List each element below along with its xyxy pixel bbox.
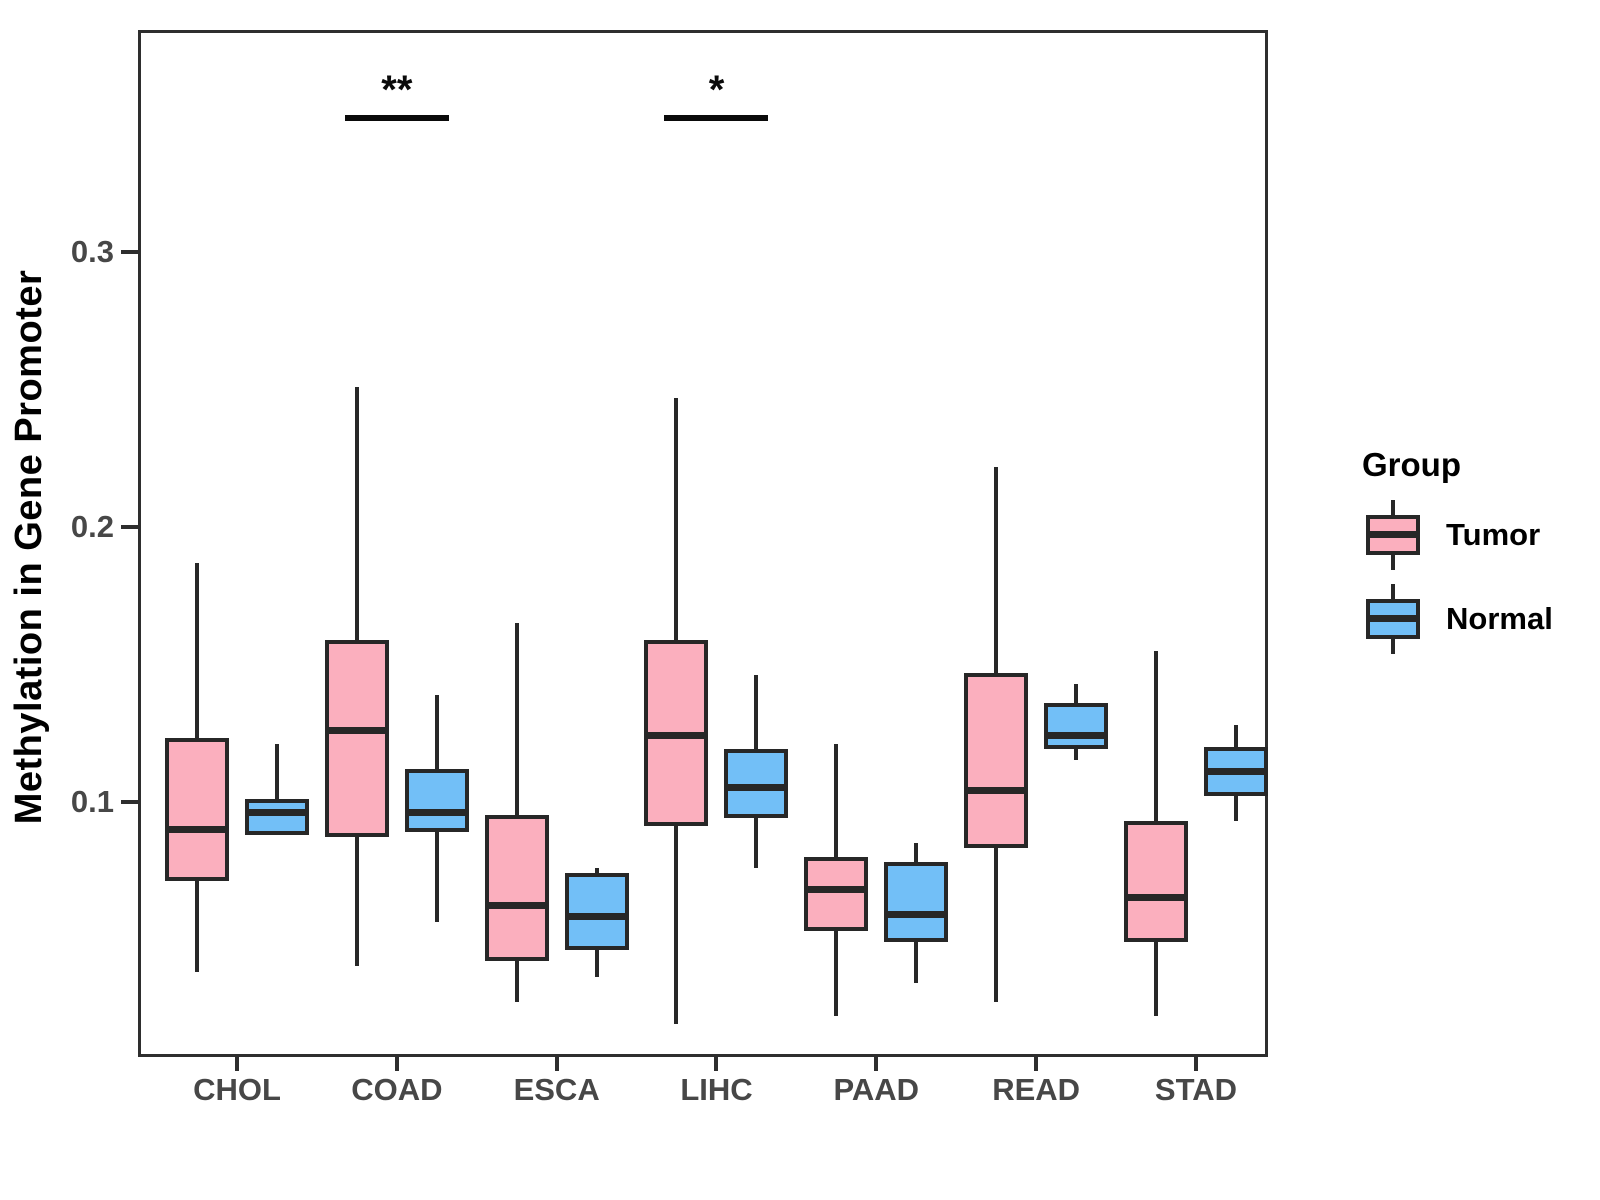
box-lihc-normal	[724, 749, 789, 819]
legend-glyph-tumor-boxplot-icon	[1366, 500, 1420, 570]
box-esca-tumor	[484, 815, 549, 961]
box-paad-tumor	[804, 856, 869, 931]
median-chol-normal	[245, 809, 309, 817]
median-read-normal	[1044, 732, 1109, 740]
legend-title: Group	[1362, 446, 1461, 483]
box-esca-normal	[564, 873, 629, 950]
box-chol-tumor	[165, 738, 229, 882]
y-axis-title: Methylation in Gene Promoter	[8, 269, 50, 825]
box-paad-normal	[884, 862, 949, 942]
box-chol-normal	[245, 798, 309, 835]
sig-bar-lihc	[664, 115, 769, 122]
legend-entries: Tumor Normal	[1356, 500, 1596, 654]
legend-glyph-whisker	[1391, 555, 1395, 570]
x-tick-label-paad: PAAD	[833, 1072, 920, 1107]
legend-glyph-median	[1366, 615, 1420, 622]
y-tick-label: 0.1	[70, 783, 114, 819]
median-paad-tumor	[804, 885, 869, 893]
median-lihc-tumor	[644, 732, 709, 740]
plot-panel	[138, 30, 1268, 1057]
legend-glyph-whisker	[1391, 584, 1395, 599]
median-coad-normal	[404, 809, 469, 817]
box-stad-tumor	[1123, 820, 1188, 942]
median-esca-normal	[564, 913, 629, 921]
box-read-normal	[1044, 702, 1109, 750]
median-read-tumor	[964, 787, 1029, 795]
sig-bar-coad	[344, 115, 449, 122]
y-tick-mark	[121, 250, 138, 255]
y-tick-label: 0.3	[70, 234, 114, 270]
x-tick-label-coad: COAD	[351, 1072, 443, 1107]
legend-label-normal: Normal	[1446, 601, 1553, 636]
legend-glyph-median	[1366, 531, 1420, 538]
whisker-esca-tumor	[514, 623, 519, 1003]
legend-entry-tumor: Tumor	[1356, 500, 1596, 570]
median-chol-tumor	[165, 825, 229, 833]
x-tick-mark	[1034, 1057, 1039, 1071]
box-coad-normal	[404, 768, 469, 832]
median-coad-tumor	[324, 726, 389, 734]
x-tick-mark	[554, 1057, 559, 1071]
x-tick-mark	[714, 1057, 719, 1071]
whisker-chol-normal	[275, 743, 279, 835]
x-tick-mark	[874, 1057, 879, 1071]
legend-entry-normal: Normal	[1356, 584, 1596, 654]
legend: Group Tumor Normal	[1356, 446, 1596, 668]
x-tick-label-lihc: LIHC	[680, 1072, 753, 1107]
x-tick-label-esca: ESCA	[513, 1072, 600, 1107]
x-tick-label-read: READ	[992, 1072, 1081, 1107]
median-esca-tumor	[484, 902, 549, 910]
y-tick-mark	[121, 799, 138, 804]
y-tick-label: 0.2	[70, 509, 114, 545]
box-coad-tumor	[324, 639, 389, 838]
x-tick-mark	[235, 1057, 239, 1071]
x-tick-mark	[394, 1057, 399, 1071]
sig-label-lihc: *	[708, 68, 725, 113]
legend-glyph-whisker	[1391, 500, 1395, 515]
median-stad-tumor	[1123, 894, 1188, 902]
sig-label-coad: **	[381, 68, 413, 113]
legend-glyph-normal-boxplot-icon	[1366, 584, 1420, 654]
box-read-tumor	[964, 672, 1029, 849]
legend-glyph-whisker	[1391, 639, 1395, 654]
x-tick-mark	[1193, 1057, 1198, 1071]
median-lihc-normal	[724, 784, 789, 792]
y-tick-mark	[121, 525, 138, 530]
median-stad-normal	[1203, 767, 1268, 775]
median-paad-normal	[884, 910, 949, 918]
legend-label-tumor: Tumor	[1446, 517, 1541, 552]
x-tick-label-stad: STAD	[1154, 1072, 1238, 1107]
x-tick-label-chol: CHOL	[193, 1072, 281, 1107]
